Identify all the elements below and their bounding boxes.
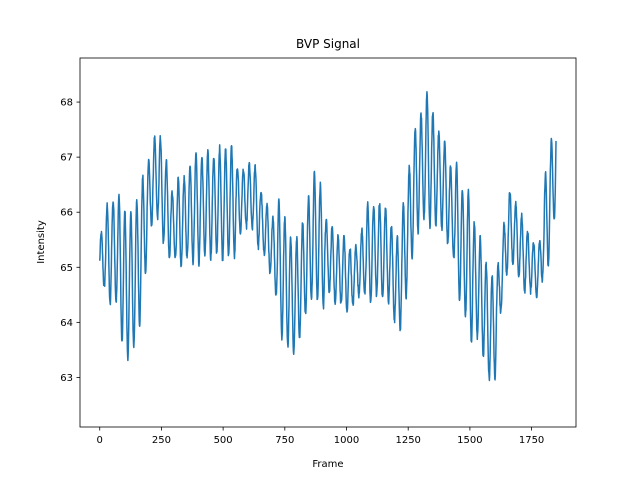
y-axis-label: Intensity [36, 220, 47, 264]
series-layer [98, 91, 557, 382]
x-tick-label: 1250 [395, 435, 420, 446]
plot-frame [79, 57, 577, 428]
y-tick-label: 64 [60, 318, 73, 329]
x-tick-label: 1000 [334, 435, 359, 446]
x-tick-label: 0 [97, 435, 103, 446]
series-line [98, 91, 557, 382]
x-tick-label: 500 [214, 435, 233, 446]
chart-title: BVP Signal [296, 37, 360, 51]
y-tick-label: 67 [60, 153, 73, 164]
x-tick-label: 250 [152, 435, 171, 446]
x-tick-label: 1500 [457, 435, 482, 446]
y-tick-label: 65 [60, 263, 73, 274]
x-tick-label: 750 [275, 435, 294, 446]
y-tick-label: 63 [60, 373, 73, 384]
x-tick-label: 1750 [519, 435, 544, 446]
y-axis: 63 64 65 66 67 68 [60, 98, 80, 384]
y-tick-label: 68 [60, 98, 73, 109]
y-tick-label: 66 [60, 208, 73, 219]
x-axis-label: Frame [312, 459, 343, 470]
x-axis: 0 250 500 750 1000 1250 1500 1750 [97, 427, 544, 446]
